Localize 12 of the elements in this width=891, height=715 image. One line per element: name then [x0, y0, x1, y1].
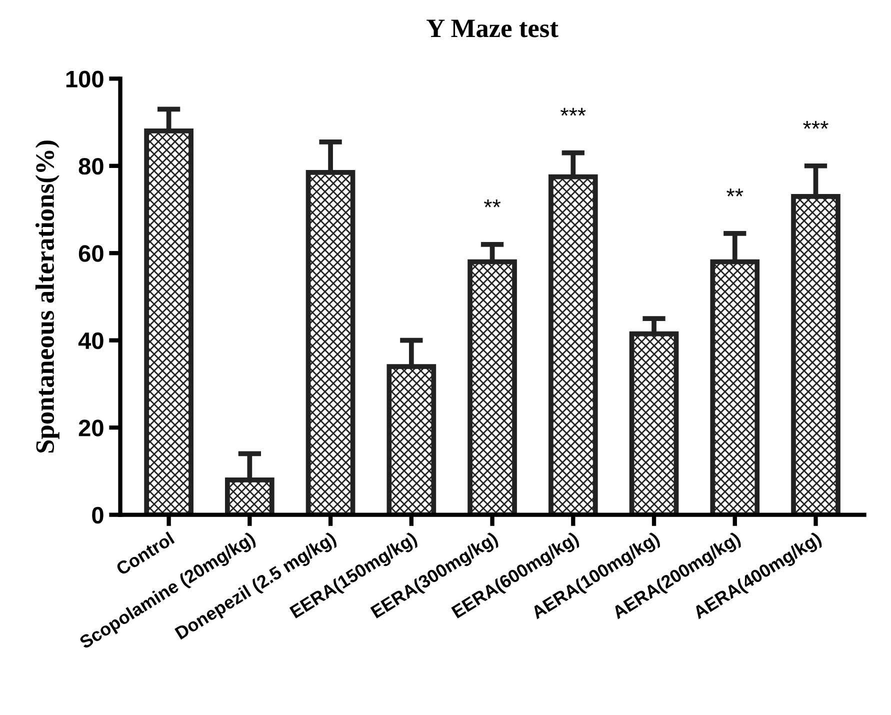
annotation: **: [484, 199, 501, 208]
annotation: **: [726, 188, 744, 196]
y-tick-label: 40: [78, 332, 104, 350]
y-tick-label: 0: [92, 506, 104, 524]
y-tick-label: 80: [78, 158, 104, 175]
annotation: ***: [803, 120, 828, 129]
annotation: ***: [560, 108, 586, 116]
chart-title: Y Maze test: [426, 20, 558, 38]
y-tick-label: 60: [78, 245, 104, 262]
y-tick-label: 100: [66, 70, 104, 88]
y-axis-title: Spontaneous alterations(%): [35, 140, 60, 453]
y-tick-label: 20: [78, 420, 104, 436]
